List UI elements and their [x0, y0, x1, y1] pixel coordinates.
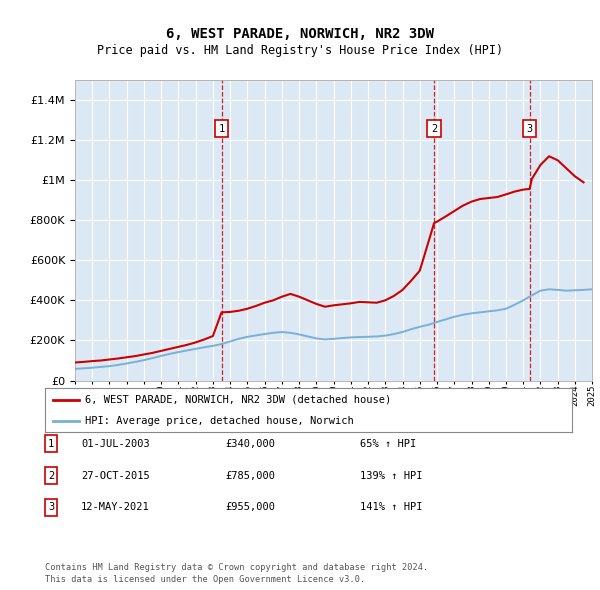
Text: £955,000: £955,000 — [225, 503, 275, 512]
Text: 12-MAY-2021: 12-MAY-2021 — [81, 503, 150, 512]
Text: Price paid vs. HM Land Registry's House Price Index (HPI): Price paid vs. HM Land Registry's House … — [97, 44, 503, 57]
Text: 6, WEST PARADE, NORWICH, NR2 3DW: 6, WEST PARADE, NORWICH, NR2 3DW — [166, 27, 434, 41]
Text: 1: 1 — [218, 124, 224, 134]
Text: 6, WEST PARADE, NORWICH, NR2 3DW (detached house): 6, WEST PARADE, NORWICH, NR2 3DW (detach… — [85, 395, 391, 405]
Text: 3: 3 — [48, 503, 54, 512]
Text: This data is licensed under the Open Government Licence v3.0.: This data is licensed under the Open Gov… — [45, 575, 365, 584]
Text: £340,000: £340,000 — [225, 439, 275, 448]
Text: 01-JUL-2003: 01-JUL-2003 — [81, 439, 150, 448]
Text: 3: 3 — [526, 124, 533, 134]
Text: 141% ↑ HPI: 141% ↑ HPI — [360, 503, 422, 512]
Text: HPI: Average price, detached house, Norwich: HPI: Average price, detached house, Norw… — [85, 416, 353, 426]
Text: 65% ↑ HPI: 65% ↑ HPI — [360, 439, 416, 448]
Text: 139% ↑ HPI: 139% ↑ HPI — [360, 471, 422, 480]
Text: 27-OCT-2015: 27-OCT-2015 — [81, 471, 150, 480]
Text: £785,000: £785,000 — [225, 471, 275, 480]
Text: 2: 2 — [48, 471, 54, 480]
Text: 2: 2 — [431, 124, 437, 134]
Text: 1: 1 — [48, 439, 54, 448]
Text: Contains HM Land Registry data © Crown copyright and database right 2024.: Contains HM Land Registry data © Crown c… — [45, 563, 428, 572]
